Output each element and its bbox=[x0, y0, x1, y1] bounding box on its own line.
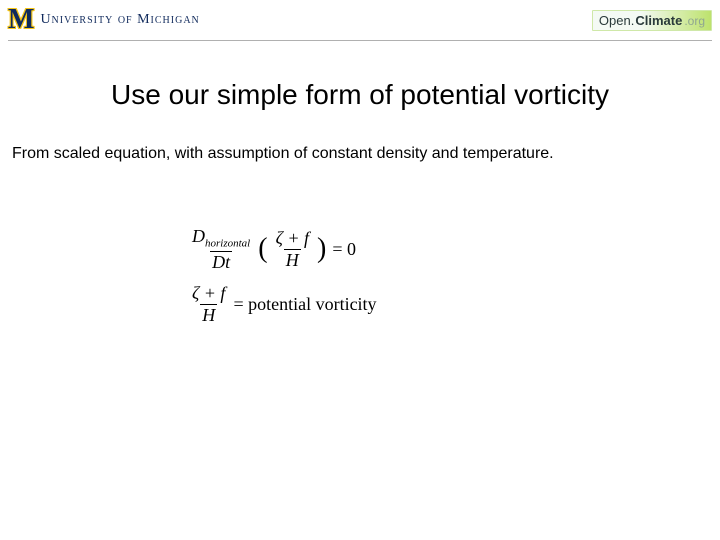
eq1-frac2-den: H bbox=[284, 249, 301, 270]
openclimate-open: Open. bbox=[599, 13, 634, 28]
eq1-frac2-num: ζ + f bbox=[274, 229, 311, 249]
eq1-frac1-den: Dt bbox=[210, 251, 232, 272]
openclimate-climate: Climate bbox=[635, 13, 682, 28]
eq2-frac: ζ + f H bbox=[190, 284, 227, 325]
eq2-frac-num: ζ + f bbox=[190, 284, 227, 304]
header-divider bbox=[8, 40, 712, 41]
eq1-frac2: ζ + f H bbox=[274, 229, 311, 270]
eq1-rhs: = 0 bbox=[332, 239, 356, 260]
openclimate-org: .org bbox=[684, 14, 705, 28]
eq2-frac-den: H bbox=[200, 304, 217, 325]
um-logo: M University of Michigan bbox=[8, 4, 200, 36]
eq1-frac1: Dhorizontal Dt bbox=[190, 227, 252, 272]
equation-1: Dhorizontal Dt ( ζ + f H ) = 0 bbox=[190, 227, 720, 272]
slide-title: Use our simple form of potential vortici… bbox=[0, 79, 720, 111]
equation-block: Dhorizontal Dt ( ζ + f H ) = 0 ζ + f H =… bbox=[190, 227, 720, 325]
eq1-frac1-num-sub: horizontal bbox=[205, 238, 250, 250]
equation-2: ζ + f H = potential vorticity bbox=[190, 284, 720, 325]
um-block-m-icon: M bbox=[8, 4, 34, 36]
eq1-rparen: ) bbox=[317, 235, 326, 263]
eq1-lparen: ( bbox=[258, 235, 267, 263]
slide-subtitle: From scaled equation, with assumption of… bbox=[12, 145, 720, 163]
slide-header: M University of Michigan Open. Climate .… bbox=[0, 0, 720, 40]
openclimate-badge: Open. Climate .org bbox=[592, 10, 712, 31]
um-wordmark: University of Michigan bbox=[40, 12, 199, 28]
eq2-rhs: = potential vorticity bbox=[233, 294, 376, 315]
eq1-frac1-num-d: D bbox=[192, 226, 205, 246]
